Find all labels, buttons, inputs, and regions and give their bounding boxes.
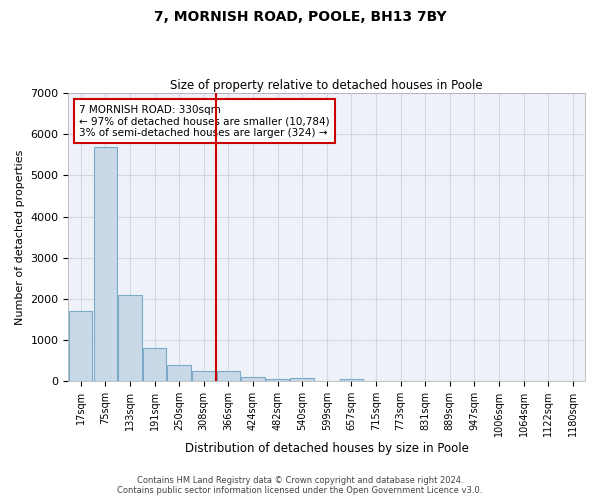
- Y-axis label: Number of detached properties: Number of detached properties: [15, 150, 25, 325]
- Bar: [192, 371, 215, 381]
- Text: Contains HM Land Registry data © Crown copyright and database right 2024.
Contai: Contains HM Land Registry data © Crown c…: [118, 476, 482, 495]
- Bar: [143, 348, 166, 381]
- Bar: [94, 146, 117, 381]
- Bar: [167, 365, 191, 381]
- Bar: [290, 378, 314, 381]
- Bar: [217, 371, 240, 381]
- Bar: [118, 295, 142, 381]
- Bar: [69, 312, 92, 381]
- Bar: [266, 379, 289, 381]
- Text: 7 MORNISH ROAD: 330sqm
← 97% of detached houses are smaller (10,784)
3% of semi-: 7 MORNISH ROAD: 330sqm ← 97% of detached…: [79, 104, 329, 138]
- X-axis label: Distribution of detached houses by size in Poole: Distribution of detached houses by size …: [185, 442, 469, 455]
- Bar: [340, 379, 363, 381]
- Bar: [241, 377, 265, 381]
- Title: Size of property relative to detached houses in Poole: Size of property relative to detached ho…: [170, 79, 483, 92]
- Text: 7, MORNISH ROAD, POOLE, BH13 7BY: 7, MORNISH ROAD, POOLE, BH13 7BY: [154, 10, 446, 24]
